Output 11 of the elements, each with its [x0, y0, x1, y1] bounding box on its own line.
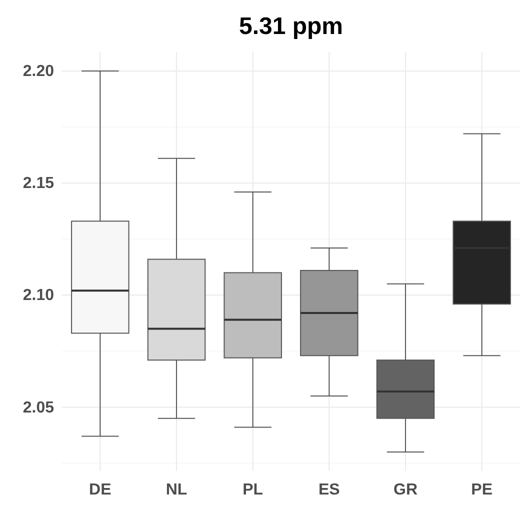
x-tick-label: DE: [89, 481, 112, 498]
x-tick-label: ES: [318, 481, 340, 498]
chart-title: 5.31 ppm: [238, 13, 344, 40]
x-tick-label: NL: [166, 481, 188, 498]
y-tick-label: 2.20: [22, 63, 54, 80]
y-tick-label: 2.15: [22, 175, 54, 192]
x-tick-label: PL: [242, 481, 264, 498]
x-tick-label: PE: [471, 481, 493, 498]
y-tick-label: 2.05: [22, 399, 54, 416]
y-tick-label: 2.10: [22, 287, 54, 304]
x-tick-label: GR: [394, 481, 418, 498]
